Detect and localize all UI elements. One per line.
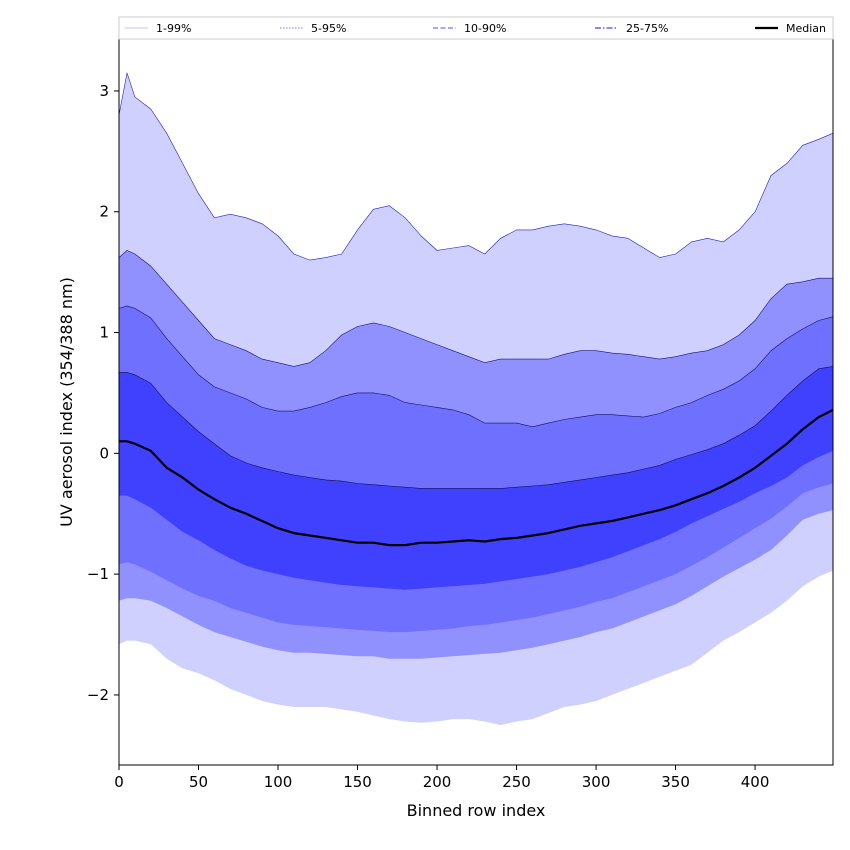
x-tick-label: 250	[502, 773, 531, 791]
x-tick-label: 50	[189, 773, 208, 791]
x-tick-label: 100	[264, 773, 293, 791]
median-layer	[119, 408, 834, 547]
legend-box	[118, 16, 834, 40]
x-axis-ticks: 0 50 100 150 200 250 300 350 400	[114, 765, 769, 791]
y-tick-label: 3	[99, 82, 109, 100]
y-tick-label: 1	[99, 324, 109, 342]
y-tick-label: −2	[87, 686, 109, 704]
y-tick-label: −1	[87, 565, 109, 583]
legend-label-5-95: 5-95%	[311, 22, 346, 35]
x-tick-label: 350	[661, 773, 690, 791]
y-axis-label: UV aerosol index (354/388 nm)	[57, 277, 76, 527]
y-tick-label: 0	[99, 444, 109, 462]
x-tick-label: 0	[114, 773, 124, 791]
band-upper-edge-25-75	[119, 366, 834, 489]
legend-label-1-99: 1-99%	[156, 22, 191, 35]
x-axis-label: Binned row index	[407, 801, 546, 820]
x-tick-label: 150	[343, 773, 372, 791]
bands-layer	[119, 72, 833, 726]
y-tick-label: 2	[99, 203, 109, 221]
x-tick-label: 400	[741, 773, 770, 791]
y-axis-ticks: −2 −1 0 1 2 3	[87, 82, 119, 704]
median-line	[119, 408, 834, 547]
band-edges-layer	[118, 72, 834, 489]
band-upper-edge-5-95	[118, 250, 833, 367]
legend-label-median: Median	[786, 22, 826, 35]
band-upper-edge-10-90	[118, 305, 834, 428]
x-tick-label: 200	[423, 773, 452, 791]
x-tick-label: 300	[582, 773, 611, 791]
legend: 1-99% 5-95% 10-90% 25-75% Median	[118, 16, 834, 40]
legend-label-10-90: 10-90%	[464, 22, 506, 35]
legend-label-25-75: 25-75%	[626, 22, 668, 35]
band-upper-edge-1-99	[118, 72, 834, 261]
